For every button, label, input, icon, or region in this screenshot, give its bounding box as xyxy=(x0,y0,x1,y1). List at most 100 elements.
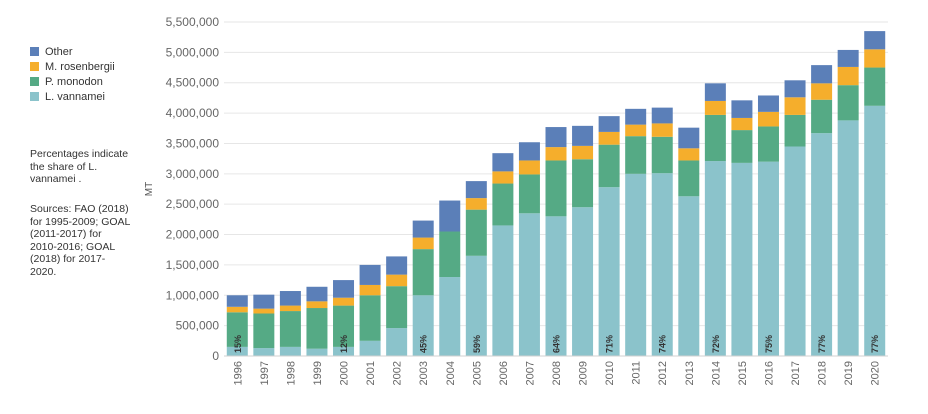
bar-percent-label: 77% xyxy=(870,335,880,353)
bar-segment-p-monodon xyxy=(465,209,487,256)
bar-segment-m-rosenbergii xyxy=(465,198,487,210)
bar-segment-m-rosenbergii xyxy=(279,305,301,312)
bar-segment-l-vannamei xyxy=(545,216,567,356)
legend-item-l-vannamei: L. vannamei xyxy=(30,89,115,104)
bar-segment-l-vannamei xyxy=(784,146,806,356)
bar-segment-p-monodon xyxy=(837,85,859,121)
bar-segment-p-monodon xyxy=(598,144,620,188)
bar-segment-l-vannamei xyxy=(492,225,514,356)
x-tick-label: 2012 xyxy=(657,361,669,385)
bar-percent-label: 71% xyxy=(605,335,615,353)
bar-segment-l-vannamei xyxy=(306,348,328,356)
bar-segment-m-rosenbergii xyxy=(704,100,726,115)
bar-segment-p-monodon xyxy=(279,311,301,347)
bar-segment-l-vannamei xyxy=(678,196,700,356)
bar-segment-m-rosenbergii xyxy=(811,83,833,100)
bar-segment-other xyxy=(678,127,700,149)
legend-swatch-l-vannamei xyxy=(30,92,39,101)
x-tick-label: 1998 xyxy=(285,361,297,385)
bar-segment-p-monodon xyxy=(625,136,647,174)
x-tick-label: 2008 xyxy=(551,361,563,385)
bar-segment-m-rosenbergii xyxy=(518,160,540,175)
x-tick-label: 2005 xyxy=(471,361,483,385)
legend-swatch-other xyxy=(30,47,39,56)
bar-segment-l-vannamei xyxy=(625,173,647,356)
bar-segment-p-monodon xyxy=(439,231,461,278)
bar-segment-p-monodon xyxy=(226,312,248,347)
bar-percent-label: 15% xyxy=(233,335,243,353)
bar-percent-label: 64% xyxy=(552,335,562,353)
bar-segment-l-vannamei xyxy=(439,277,461,356)
y-tick-label: 5,000,000 xyxy=(166,45,220,59)
y-tick-label: 2,500,000 xyxy=(166,197,220,211)
x-tick-label: 2003 xyxy=(418,361,430,385)
x-tick-label: 2000 xyxy=(339,361,351,385)
bar-percent-label: 75% xyxy=(764,335,774,353)
x-tick-label: 2020 xyxy=(870,361,882,385)
bar-segment-other xyxy=(306,286,328,302)
bar-percent-label: 72% xyxy=(711,335,721,353)
bar-segment-other xyxy=(492,153,514,172)
x-tick-label: 2017 xyxy=(790,361,802,385)
bar-segment-other xyxy=(359,264,381,285)
bar-segment-m-rosenbergii xyxy=(333,297,355,306)
bar-segment-m-rosenbergii xyxy=(731,117,753,131)
bar-segment-p-monodon xyxy=(359,295,381,341)
bar-segment-l-vannamei xyxy=(704,161,726,356)
bar-segment-l-vannamei xyxy=(226,346,248,356)
bar-segment-l-vannamei xyxy=(333,346,355,356)
bar-segment-other xyxy=(439,200,461,232)
bar-percent-label: 77% xyxy=(817,335,827,353)
bar-segment-p-monodon xyxy=(864,67,886,106)
bar-segment-m-rosenbergii xyxy=(572,145,594,160)
bar-segment-other xyxy=(811,65,833,84)
bar-segment-p-monodon xyxy=(545,160,567,217)
x-tick-label: 2004 xyxy=(445,361,457,385)
share-note: Percentages indicate the share of L. van… xyxy=(30,148,129,186)
x-tick-label: 2018 xyxy=(817,361,829,385)
legend-label: P. monodon xyxy=(45,75,103,88)
bar-segment-l-vannamei xyxy=(253,348,275,356)
x-tick-label: 1997 xyxy=(259,361,271,385)
bar-segment-l-vannamei xyxy=(864,105,886,356)
bar-segment-l-vannamei xyxy=(359,340,381,356)
bar-segment-l-vannamei xyxy=(811,133,833,356)
bar-segment-p-monodon xyxy=(333,305,355,347)
legend-item-other: Other xyxy=(30,44,115,59)
y-tick-label: 0 xyxy=(212,349,219,363)
legend-item-m-rosenbergii: M. rosenbergii xyxy=(30,59,115,74)
x-tick-label: 2014 xyxy=(710,361,722,385)
bar-segment-p-monodon xyxy=(757,126,779,162)
bar-segment-other xyxy=(226,295,248,307)
bar-segment-other xyxy=(598,116,620,132)
bar-percent-label: 45% xyxy=(419,335,429,353)
bar-segment-other xyxy=(412,220,434,238)
bar-segment-p-monodon xyxy=(492,183,514,226)
legend-label: Other xyxy=(45,45,73,58)
bar-segment-other xyxy=(279,291,301,306)
bar-segment-m-rosenbergii xyxy=(651,123,673,137)
bar-segment-p-monodon xyxy=(306,308,328,349)
bar-segment-p-monodon xyxy=(651,136,673,174)
legend-swatch-p-monodon xyxy=(30,77,39,86)
bar-segment-l-vannamei xyxy=(518,213,540,356)
bar-segment-other xyxy=(386,256,408,275)
bar-percent-label: 74% xyxy=(658,335,668,353)
x-tick-label: 1996 xyxy=(232,361,244,385)
bar-segment-other xyxy=(651,107,673,124)
y-tick-label: 1,000,000 xyxy=(166,288,220,302)
y-tick-label: 4,000,000 xyxy=(166,106,220,120)
bar-segment-l-vannamei xyxy=(572,207,594,356)
bar-segment-m-rosenbergii xyxy=(306,301,328,309)
bar-segment-other xyxy=(704,83,726,101)
bar-segment-l-vannamei xyxy=(757,161,779,356)
bar-segment-p-monodon xyxy=(412,249,434,296)
bar-segment-m-rosenbergii xyxy=(757,111,779,127)
x-tick-label: 2002 xyxy=(392,361,404,385)
bar-segment-p-monodon xyxy=(784,114,806,147)
y-tick-label: 3,500,000 xyxy=(166,136,220,150)
bar-segment-l-vannamei xyxy=(731,162,753,356)
legend-label: M. rosenbergii xyxy=(45,60,115,73)
bar-segment-other xyxy=(731,100,753,118)
